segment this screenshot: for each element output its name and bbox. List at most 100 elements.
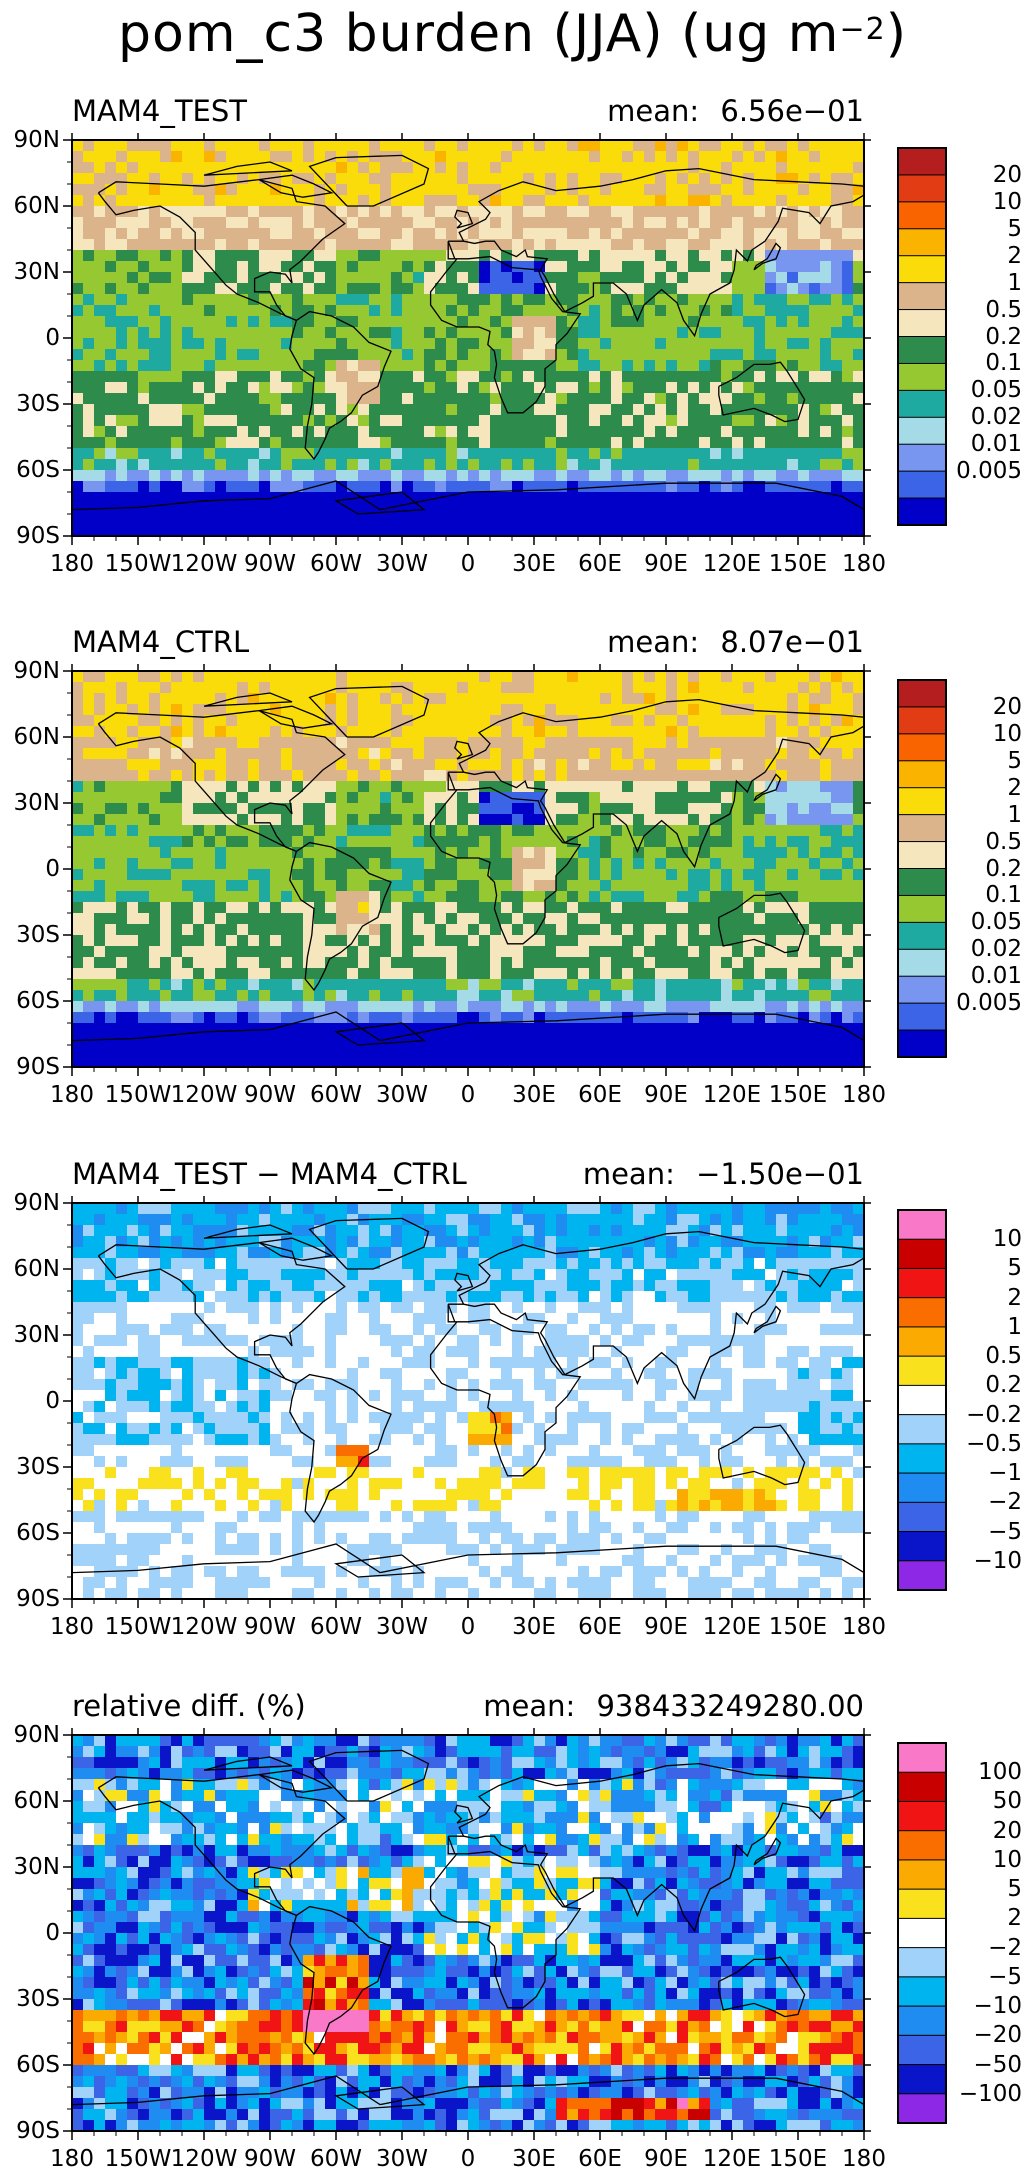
heatmap-cell (149, 195, 161, 207)
heatmap-cell (490, 217, 502, 229)
heatmap-cell (116, 847, 128, 859)
heatmap-cell (567, 294, 579, 306)
heatmap-cell (589, 902, 601, 914)
heatmap-cell (237, 382, 249, 394)
heatmap-cell (160, 239, 172, 251)
heatmap-cell (259, 316, 271, 328)
heatmap-cell (259, 195, 271, 207)
heatmap-cell (391, 693, 403, 705)
heatmap-cell (831, 979, 843, 991)
heatmap-cell (501, 781, 513, 793)
heatmap-cell (842, 327, 854, 339)
heatmap-cell (787, 459, 799, 471)
heatmap-cell (600, 858, 612, 870)
heatmap-cell (798, 415, 810, 427)
heatmap-cell (787, 792, 799, 804)
heatmap-cell (732, 715, 744, 727)
heatmap-cell (776, 283, 788, 295)
heatmap-cell (204, 393, 216, 405)
heatmap-cell (369, 803, 381, 815)
heatmap-cell (72, 272, 84, 284)
heatmap-cell (842, 792, 854, 804)
heatmap-cell (160, 847, 172, 859)
heatmap-cell (710, 360, 722, 372)
heatmap-cell (457, 316, 469, 328)
heatmap-cell (72, 151, 84, 163)
heatmap-cell (424, 217, 436, 229)
colorbar-level-label: 20 (992, 161, 1022, 188)
heatmap-cell (424, 239, 436, 251)
heatmap-cell (402, 360, 414, 372)
heatmap-cell (116, 957, 128, 969)
heatmap-cell (435, 360, 447, 372)
heatmap-cell (193, 957, 205, 969)
heatmap-cell (743, 715, 755, 727)
heatmap-cell (127, 946, 139, 958)
heatmap-cell (820, 693, 832, 705)
heatmap-cell (314, 382, 326, 394)
heatmap-cell (688, 294, 700, 306)
heatmap-cell (193, 671, 205, 683)
heatmap-cell (94, 902, 106, 914)
heatmap-cell (171, 726, 183, 738)
heatmap-cell (776, 979, 788, 991)
heatmap-cell (831, 968, 843, 980)
heatmap-cell (732, 924, 744, 936)
heatmap-cell (160, 792, 172, 804)
heatmap-cell (655, 393, 667, 405)
heatmap-cell (776, 140, 788, 152)
heatmap-cell (369, 704, 381, 716)
heatmap-cell (534, 748, 546, 760)
heatmap-cell (160, 770, 172, 782)
heatmap-cell (644, 682, 656, 694)
heatmap-cell (523, 239, 535, 251)
heatmap-cell (72, 514, 84, 526)
heatmap-cell (809, 162, 821, 174)
heatmap-cell (281, 525, 293, 537)
heatmap-cell (83, 792, 95, 804)
heatmap-cell (171, 239, 183, 251)
heatmap-cell (710, 946, 722, 958)
heatmap-cell (809, 514, 821, 526)
heatmap-cell (578, 803, 590, 815)
heatmap-cell (534, 437, 546, 449)
heatmap-cell (391, 393, 403, 405)
heatmap-cell (611, 792, 623, 804)
heatmap-cell (413, 250, 425, 262)
heatmap-cell (556, 239, 568, 251)
heatmap-cell (809, 382, 821, 394)
heatmap-cell (732, 847, 744, 859)
heatmap-cell (600, 503, 612, 515)
heatmap-cell (369, 371, 381, 383)
heatmap-cell (94, 514, 106, 526)
heatmap-cell (512, 294, 524, 306)
heatmap-cell (358, 503, 370, 515)
heatmap-cell (743, 294, 755, 306)
heatmap-cell (765, 371, 777, 383)
heatmap-cell (776, 470, 788, 482)
heatmap-cell (611, 261, 623, 273)
heatmap-cell (765, 825, 777, 837)
heatmap-cell (94, 239, 106, 251)
colorbar-swatch (897, 201, 947, 230)
heatmap-cell (809, 503, 821, 515)
heatmap-cell (633, 327, 645, 339)
heatmap-cell (600, 415, 612, 427)
heatmap-cell (798, 968, 810, 980)
heatmap-cell (732, 704, 744, 716)
heatmap-cell (303, 847, 315, 859)
heatmap-cell (798, 682, 810, 694)
heatmap-cell (270, 283, 282, 295)
heatmap-cell (149, 979, 161, 991)
heatmap-cell (314, 803, 326, 815)
heatmap-cell (369, 217, 381, 229)
heatmap-cell (655, 946, 667, 958)
heatmap-cell (523, 825, 535, 837)
heatmap-cell (237, 737, 249, 749)
heatmap-cell (182, 968, 194, 980)
heatmap-cell (523, 968, 535, 980)
heatmap-cell (369, 239, 381, 251)
heatmap-cell (259, 957, 271, 969)
heatmap-cell (424, 393, 436, 405)
panel-title: MAM4_CTRL (72, 625, 250, 659)
